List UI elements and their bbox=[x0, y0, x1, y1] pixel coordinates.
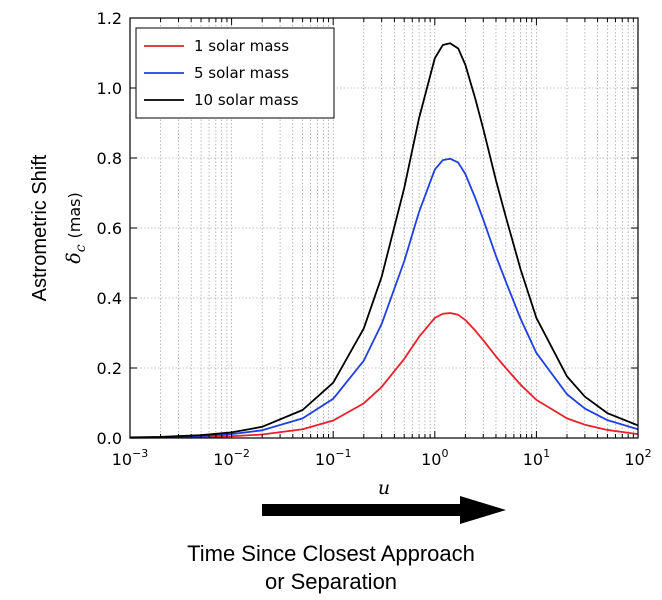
y-axis-label-symbol: δc (mas) bbox=[63, 192, 89, 264]
x-tick-base: 10 bbox=[624, 450, 644, 469]
time-arrow-head bbox=[460, 496, 506, 524]
x-tick-exponent: 0 bbox=[441, 447, 448, 460]
x-tick-base: 10 bbox=[421, 450, 441, 469]
y-axis-symbol: δ bbox=[63, 252, 85, 263]
x-tick-exponent: −2 bbox=[234, 447, 250, 460]
caption-line-2: or Separation bbox=[264, 569, 398, 594]
y-tick-label: 0.4 bbox=[97, 289, 122, 308]
time-arrow bbox=[262, 496, 506, 524]
x-tick-base: 10 bbox=[315, 450, 335, 469]
time-arrow-shaft bbox=[262, 504, 462, 516]
y-axis-label: Astrometric Shift δc (mas) bbox=[29, 154, 89, 301]
y-tick-label: 1.2 bbox=[97, 9, 122, 28]
caption-line-1: Time Since Closest Approach bbox=[187, 541, 475, 566]
y-axis-unit: (mas) bbox=[65, 192, 84, 238]
x-tick-exponent: 1 bbox=[543, 447, 550, 460]
x-tick-exponent: 2 bbox=[645, 447, 652, 460]
y-tick-label: 0.6 bbox=[97, 219, 122, 238]
series-line bbox=[129, 312, 639, 439]
x-tick-label: 10−3 bbox=[112, 447, 149, 469]
series-lines bbox=[129, 42, 639, 439]
x-tick-label: 102 bbox=[624, 447, 651, 469]
legend-label: 10 solar mass bbox=[194, 91, 299, 109]
y-tick-label: 0.8 bbox=[97, 149, 122, 168]
y-tick-label: 0.0 bbox=[97, 429, 122, 448]
y-axis-label-main: Astrometric Shift bbox=[29, 154, 51, 301]
legend: 1 solar mass 5 solar mass 10 solar mass bbox=[135, 27, 335, 119]
series-line bbox=[129, 157, 639, 439]
x-tick-exponent: −3 bbox=[132, 447, 148, 460]
y-axis-subscript: c bbox=[73, 244, 89, 252]
y-tick-label: 1.0 bbox=[97, 79, 122, 98]
x-tick-exponent: −1 bbox=[335, 447, 351, 460]
x-tick-base: 10 bbox=[523, 450, 543, 469]
x-tick-label: 101 bbox=[523, 447, 550, 469]
legend-label: 5 solar mass bbox=[194, 64, 289, 82]
x-tick-label: 10−2 bbox=[213, 447, 250, 469]
x-tick-label: 100 bbox=[421, 447, 448, 469]
x-tick-label: 10−1 bbox=[315, 447, 352, 469]
series-line bbox=[129, 42, 639, 439]
x-tick-base: 10 bbox=[213, 450, 233, 469]
y-tick-label: 0.2 bbox=[97, 359, 122, 378]
x-tick-base: 10 bbox=[112, 450, 132, 469]
x-axis-label: u bbox=[378, 477, 390, 499]
legend-label: 1 solar mass bbox=[194, 37, 289, 55]
axis-ticks: 10−3 10−2 10−1 100 101 1020.00.20.40.60.81.01… bbox=[97, 9, 652, 469]
